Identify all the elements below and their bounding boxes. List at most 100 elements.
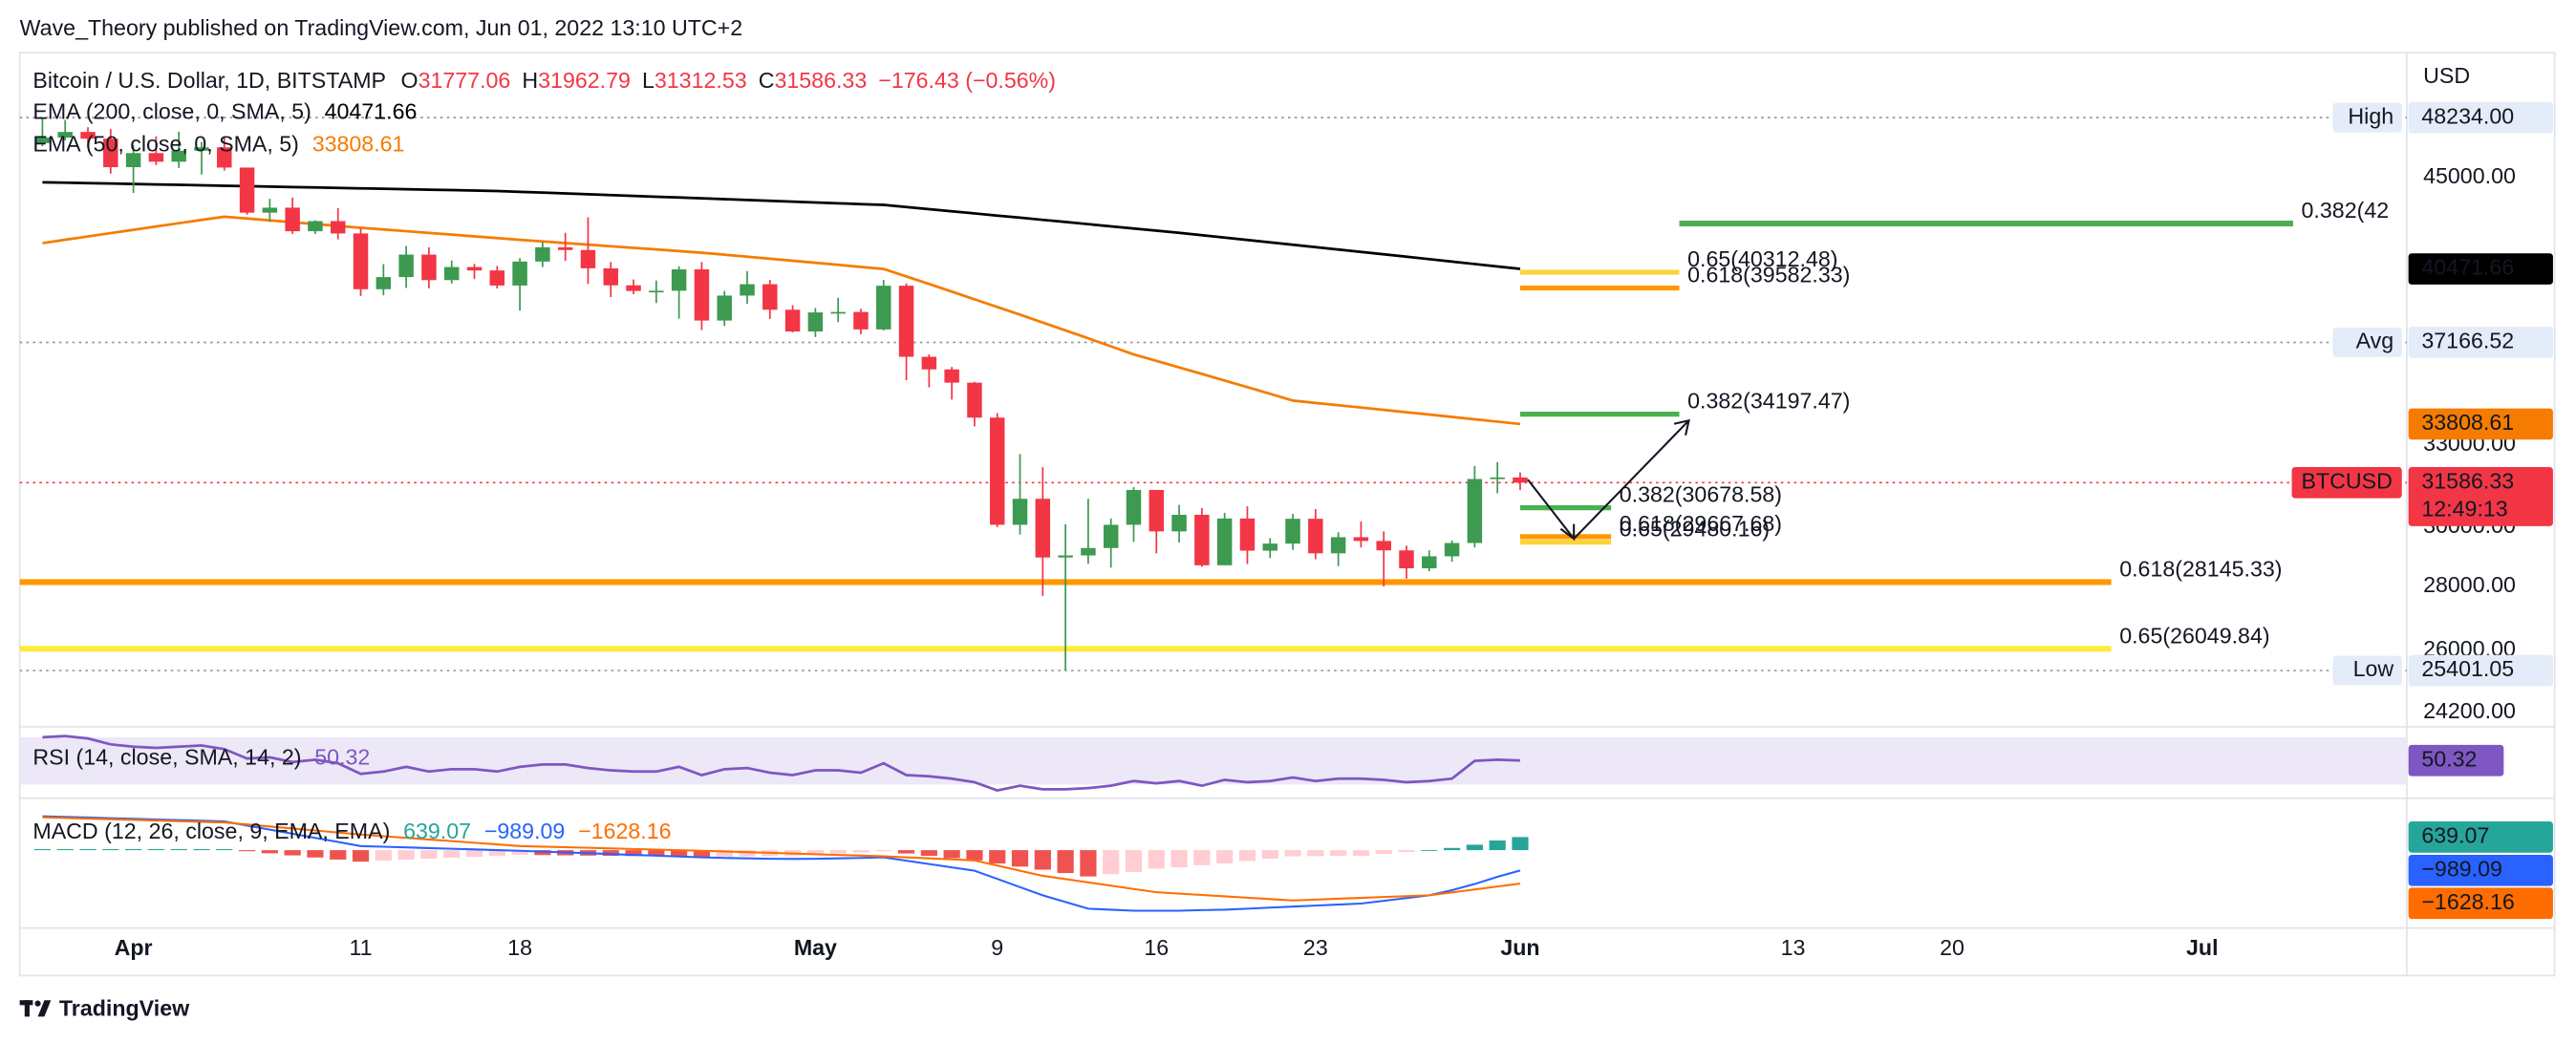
candle-body bbox=[898, 286, 914, 357]
stat-tag-bg bbox=[2332, 102, 2402, 133]
candle-body bbox=[489, 270, 505, 286]
macd-histogram-bar bbox=[1421, 850, 1438, 851]
axes: 45000.0033000.0030000.0028000.0026000.00… bbox=[115, 101, 2553, 960]
candle-body bbox=[1035, 499, 1051, 558]
candle-body bbox=[1353, 537, 1369, 542]
rsi-badge-bg bbox=[2408, 744, 2504, 777]
signal-line bbox=[42, 816, 1521, 902]
stat-tag-bg bbox=[2332, 327, 2402, 357]
arrow-head bbox=[1559, 523, 1576, 542]
ohlc-prefix: H bbox=[522, 68, 538, 93]
x-tick-label: Jul bbox=[2186, 935, 2219, 960]
rsi-legend-name: RSI (14, close, SMA, 14, 2) bbox=[32, 745, 301, 770]
macd-histogram-bar bbox=[989, 850, 1006, 864]
ema-badge-bg bbox=[2408, 408, 2553, 440]
ohlc-value: 31962.79 bbox=[538, 68, 631, 93]
candle-body bbox=[1171, 514, 1187, 532]
macd-histogram-bar bbox=[920, 850, 937, 857]
ema-legend: EMA (200, close, 0, SMA, 5) 40471.66 bbox=[32, 99, 417, 124]
macd-histogram-bar bbox=[193, 849, 210, 851]
x-tick-label: 13 bbox=[1781, 935, 1806, 960]
ema-badge: 40471.66 bbox=[2421, 255, 2514, 280]
macd-histogram-bar bbox=[79, 849, 97, 851]
macd-histogram-bar bbox=[943, 850, 960, 859]
macd-histogram-bar bbox=[1125, 850, 1143, 872]
candle-body bbox=[34, 138, 51, 143]
ema-badge-bg bbox=[2408, 253, 2553, 285]
macd-histogram-bar bbox=[1193, 850, 1211, 865]
macd-histogram-bar bbox=[671, 850, 688, 857]
stat-value: 37166.52 bbox=[2421, 329, 2514, 353]
macd-histogram-bar bbox=[330, 850, 347, 860]
candle-body bbox=[853, 311, 869, 330]
ohlc-prefix: C bbox=[759, 68, 775, 93]
candle-body bbox=[512, 261, 527, 286]
x-tick-label: 9 bbox=[991, 935, 1003, 960]
symbol-name: Bitcoin / U.S. Dollar, 1D, BITSTAMP bbox=[32, 68, 386, 93]
candle-body bbox=[1103, 524, 1119, 548]
fib-level-label: 0.65(29480.16) bbox=[1620, 517, 1770, 542]
macd-histogram-bar bbox=[170, 849, 187, 851]
macd-histogram-bar bbox=[1398, 850, 1415, 853]
macd-histogram-bar bbox=[1330, 850, 1347, 857]
candle-body bbox=[580, 249, 596, 268]
candle-body bbox=[603, 267, 618, 286]
ema-legend: EMA (50, close, 0, SMA, 5) 33808.61 bbox=[32, 131, 404, 156]
macd-histogram-bar bbox=[1080, 850, 1097, 877]
footer-brand: TradingView bbox=[59, 996, 190, 1021]
macd-histogram-bar bbox=[693, 850, 711, 857]
macd-pane bbox=[33, 815, 1529, 912]
macd-badge: 639.07 bbox=[2421, 822, 2489, 847]
macd-histogram-bar bbox=[1375, 850, 1392, 855]
x-tick-label: May bbox=[794, 935, 837, 960]
macd-histogram-bar bbox=[1011, 850, 1029, 867]
candle-body bbox=[1058, 555, 1073, 558]
macd-histogram-bar bbox=[147, 849, 164, 851]
macd-histogram-bar bbox=[897, 850, 915, 854]
macd-histogram-bar bbox=[1352, 850, 1370, 857]
macd-histogram-bar bbox=[1148, 850, 1165, 869]
candle-body bbox=[694, 269, 710, 321]
last-price-value: 31586.33 bbox=[2421, 468, 2514, 493]
candle-body bbox=[1081, 547, 1096, 556]
candle-body bbox=[1012, 499, 1028, 525]
candle-body bbox=[1126, 489, 1142, 525]
candle-body bbox=[649, 290, 664, 293]
candle-body bbox=[57, 132, 73, 138]
macd-histogram-bar bbox=[534, 850, 551, 856]
candle-body bbox=[421, 254, 437, 281]
macd-histogram-bar bbox=[1216, 850, 1234, 864]
stat-value: 48234.00 bbox=[2421, 103, 2514, 128]
fib-level-label: 0.618(39582.33) bbox=[1687, 263, 1850, 287]
stat-tag: Low bbox=[2353, 656, 2394, 681]
last-price-badge-bg bbox=[2408, 466, 2553, 526]
macd-line bbox=[42, 815, 1521, 912]
rsi-legend-value: 50.32 bbox=[314, 745, 370, 770]
ohlc-value: 31312.53 bbox=[655, 68, 747, 93]
candle-body bbox=[353, 233, 369, 289]
candle-body bbox=[171, 150, 186, 162]
arrow-head bbox=[1673, 418, 1690, 436]
stat-value-bg bbox=[2408, 327, 2553, 358]
candle-body bbox=[239, 167, 255, 213]
macd-badge-bg bbox=[2408, 855, 2553, 886]
fib-level-label: 0.382(30678.58) bbox=[1620, 482, 1782, 507]
candle-body bbox=[830, 311, 846, 314]
candle-body bbox=[717, 295, 732, 321]
macd-histogram-bar bbox=[307, 850, 324, 858]
candle-body bbox=[807, 312, 824, 332]
macd-histogram-bar bbox=[852, 850, 869, 853]
logo-part bbox=[37, 1000, 52, 1017]
macd-histogram-bar bbox=[1103, 850, 1120, 875]
macd-histogram-bar bbox=[1170, 850, 1188, 867]
candle-body bbox=[148, 153, 164, 162]
candle-body bbox=[125, 153, 141, 168]
macd-histogram-bar bbox=[1284, 850, 1301, 857]
candle-body bbox=[443, 266, 460, 281]
macd-histogram-bar bbox=[397, 850, 415, 861]
last-price-tag-bg bbox=[2291, 466, 2402, 499]
macd-histogram-bar bbox=[443, 850, 461, 859]
symbol-legend: Bitcoin / U.S. Dollar, 1D, BITSTAMP O3177… bbox=[32, 68, 1056, 93]
projection-arrow bbox=[1527, 418, 1690, 542]
